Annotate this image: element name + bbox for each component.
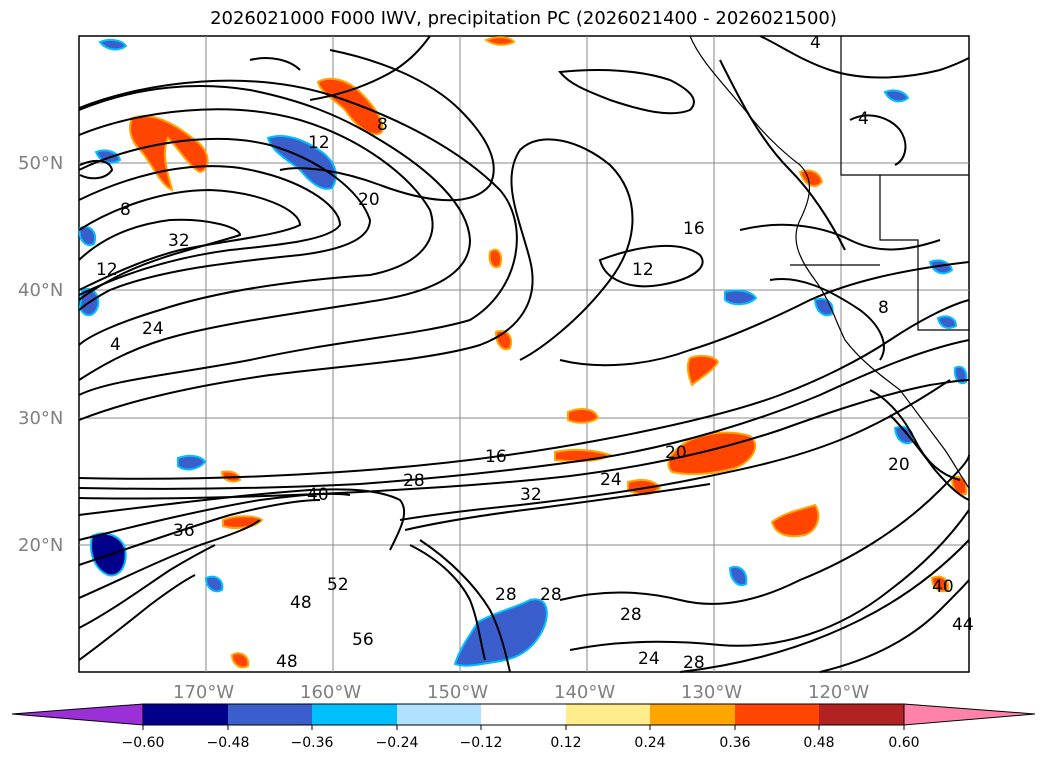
colorbar: −0.60 −0.48 −0.36 −0.24 −0.12 0.12 0.24 … [11, 703, 1036, 751]
graticule [79, 36, 969, 672]
contour-label: 4 [858, 109, 869, 129]
contour-label: 4 [810, 33, 821, 53]
colorbar-bin [397, 704, 481, 725]
iwv-contours [78, 35, 970, 673]
contour-label: 8 [377, 115, 388, 135]
contour-label: 28 [403, 471, 425, 491]
contour-label: 8 [120, 200, 131, 220]
colorbar-bin [481, 704, 566, 725]
colorbar-tick-label: 0.24 [634, 735, 665, 751]
lon-label: 170°W [173, 682, 234, 703]
colorbar-bin [566, 704, 650, 725]
colorbar-tick-label: −0.48 [207, 735, 250, 751]
colorbar-tick-label: 0.48 [803, 735, 834, 751]
contour-label: 32 [520, 485, 542, 505]
contour-label: 40 [932, 577, 954, 597]
lat-label: 40°N [18, 280, 63, 301]
contour-label: 4 [110, 335, 121, 355]
colorbar-tick-label: 0.36 [719, 735, 750, 751]
colorbar-tick-label: −0.36 [291, 735, 334, 751]
lon-label: 150°W [427, 682, 488, 703]
colorbar-extend-low [11, 703, 144, 726]
colorbar-bin [735, 704, 819, 725]
colorbar-tick-label: 0.60 [888, 735, 919, 751]
colorbar-bin [650, 704, 735, 725]
colorbar-tick-label: −0.12 [460, 735, 503, 751]
contour-label: 32 [168, 231, 190, 251]
contour-label: 40 [307, 485, 329, 505]
colorbar-tick-label: −0.24 [376, 735, 419, 751]
contour-label: 16 [683, 219, 705, 239]
contour-labels: 4 8 12 20 16 12 16 20 24 28 32 36 40 48 … [96, 33, 974, 673]
contour-label: 8 [878, 298, 889, 318]
colorbar-bin [819, 704, 904, 725]
colorbar-extend-high [903, 703, 1036, 726]
map-frame [78, 35, 970, 673]
contour-label: 24 [638, 649, 660, 669]
contour-label: 16 [485, 447, 507, 467]
contour-label: 48 [276, 652, 298, 672]
contour-label: 44 [952, 615, 974, 635]
contour-label: 20 [888, 455, 910, 475]
lon-label: 120°W [808, 682, 869, 703]
contour-label: 20 [358, 190, 380, 210]
contour-label: 28 [540, 585, 562, 605]
map-title: 2026021000 F000 IWV, precipitation PC (2… [210, 8, 837, 29]
contour-label: 36 [173, 521, 195, 541]
contour-label: 24 [600, 470, 622, 490]
lat-axis: 50°N 40°N 30°N 20°N [18, 153, 63, 556]
lat-label: 20°N [18, 535, 63, 556]
contour-label: 20 [665, 443, 687, 463]
lat-label: 50°N [18, 153, 63, 174]
colorbar-tick-label: −0.60 [122, 735, 165, 751]
contour-label: 12 [632, 260, 654, 280]
contour-label: 12 [308, 133, 330, 153]
coastline [689, 35, 970, 489]
contour-label: 28 [495, 585, 517, 605]
contour-label: 56 [352, 630, 374, 650]
colorbar-bin [143, 704, 228, 725]
lon-label: 160°W [300, 682, 361, 703]
lon-axis: 170°W 160°W 150°W 140°W 130°W 120°W [173, 682, 869, 703]
lon-label: 130°W [681, 682, 742, 703]
contour-label: 52 [327, 575, 349, 595]
colorbar-bin [312, 704, 397, 725]
lon-label: 140°W [554, 682, 615, 703]
contour-label: 28 [683, 653, 705, 673]
colorbar-bin [228, 704, 312, 725]
colorbar-tick-label: 0.12 [550, 735, 581, 751]
precip-negative [78, 38, 968, 667]
contour-label: 48 [290, 593, 312, 613]
contour-label: 12 [96, 260, 118, 280]
contour-label: 28 [620, 605, 642, 625]
contour-label: 24 [142, 319, 164, 339]
lat-label: 30°N [18, 408, 63, 429]
